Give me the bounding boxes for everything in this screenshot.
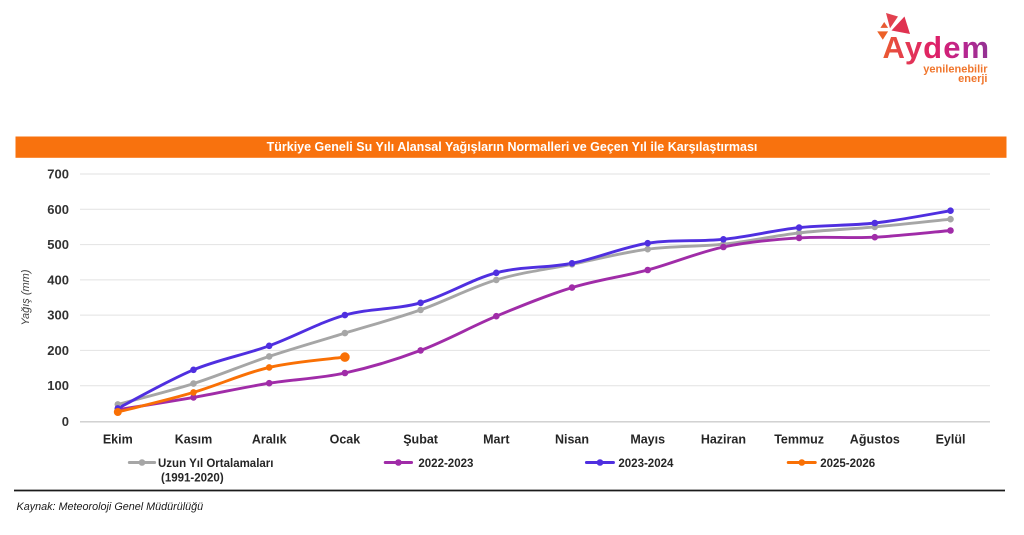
svg-text:Türkiye Geneli Su Yılı Alansal: Türkiye Geneli Su Yılı Alansal Yağışları… (267, 140, 758, 154)
svg-text:Temmuz: Temmuz (774, 433, 824, 447)
svg-text:Aydem: Aydem (883, 30, 991, 65)
svg-text:300: 300 (47, 308, 69, 323)
svg-text:enerji: enerji (958, 73, 987, 85)
svg-text:700: 700 (47, 167, 69, 182)
svg-text:Şubat: Şubat (403, 433, 439, 447)
svg-text:Ekim: Ekim (103, 433, 133, 447)
svg-text:2023-2024: 2023-2024 (618, 458, 674, 470)
svg-text:400: 400 (47, 272, 69, 287)
svg-text:Kasım: Kasım (175, 433, 213, 447)
svg-text:Haziran: Haziran (701, 433, 746, 447)
svg-text:100: 100 (47, 378, 69, 393)
svg-text:yenilenebilir: yenilenebilir (923, 64, 988, 76)
svg-text:Eylül: Eylül (936, 433, 966, 447)
svg-text:Uzun Yıl Ortalamaları: Uzun Yıl Ortalamaları (158, 458, 273, 470)
svg-text:Ocak: Ocak (330, 433, 361, 447)
svg-text:Yağış (mm): Yağış (mm) (20, 269, 32, 325)
svg-text:Nisan: Nisan (555, 433, 589, 447)
svg-text:2025-2026: 2025-2026 (820, 458, 875, 470)
svg-text:(1991-2020): (1991-2020) (161, 473, 224, 485)
svg-text:0: 0 (62, 414, 69, 429)
svg-text:Kaynak: Meteoroloji Genel Müdü: Kaynak: Meteoroloji Genel Müdürülüğü (17, 501, 204, 513)
svg-text:2022-2023: 2022-2023 (418, 458, 473, 470)
svg-text:Ağustos: Ağustos (850, 433, 900, 447)
svg-text:200: 200 (47, 343, 69, 358)
svg-text:Mayıs: Mayıs (630, 433, 665, 447)
svg-text:Mart: Mart (483, 433, 510, 447)
svg-text:600: 600 (47, 202, 69, 217)
svg-text:Aralık: Aralık (252, 433, 287, 447)
svg-text:500: 500 (47, 237, 69, 252)
